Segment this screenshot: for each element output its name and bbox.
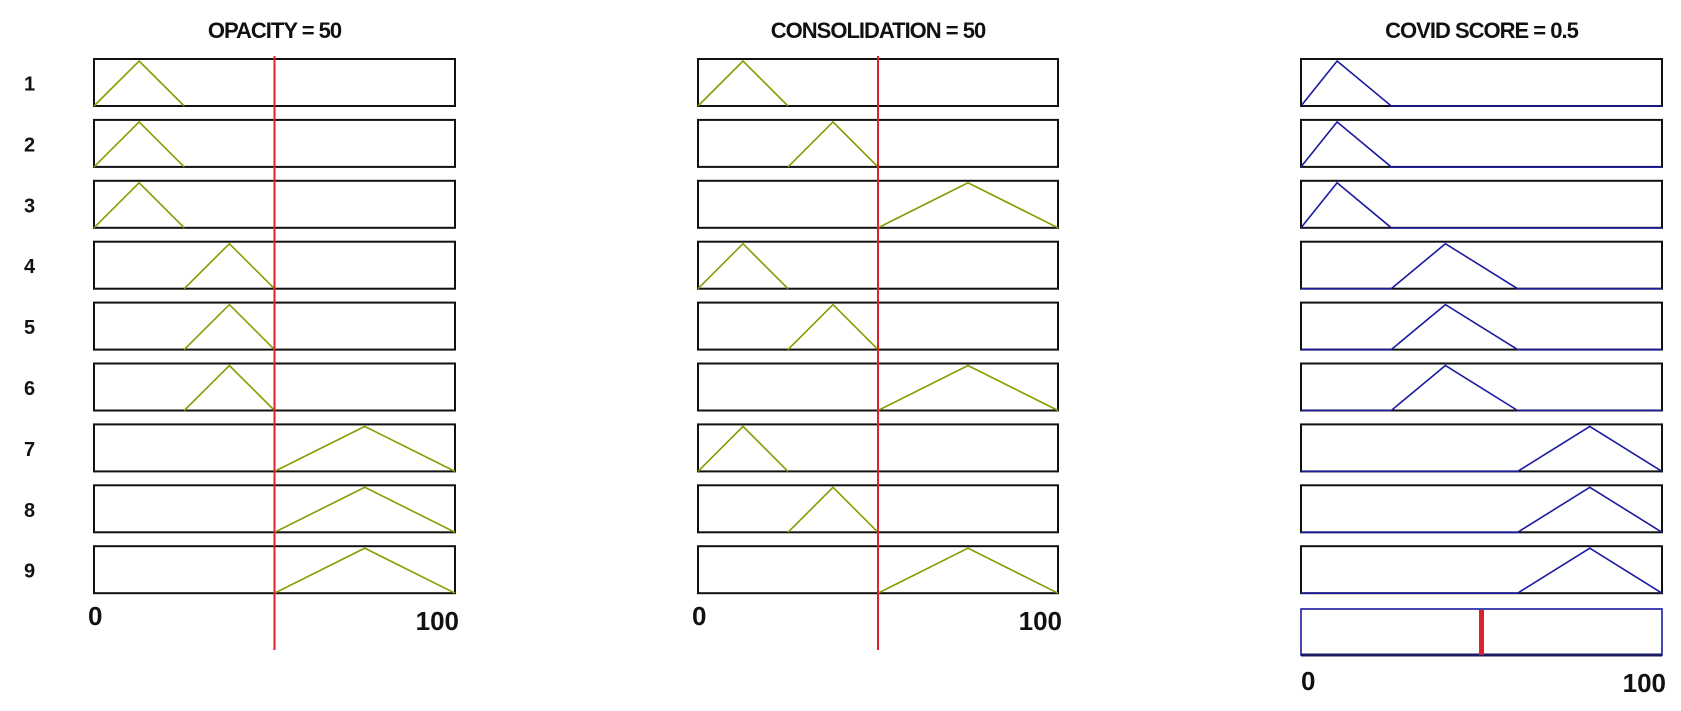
covid-score-membership-triangle: [1301, 364, 1662, 412]
consolidation-membership-triangle: [877, 181, 1059, 229]
consolidation-membership-triangle: [697, 425, 789, 472]
covid-score-axis-max: 100: [1623, 668, 1666, 698]
covid-score-rule-box: [1300, 423, 1663, 473]
consolidation-axis-min: 0: [692, 601, 706, 631]
opacity-membership-triangle: [183, 242, 276, 290]
covid-score-rule-box: [1300, 179, 1663, 229]
covid-score-rule-box: [1300, 545, 1663, 595]
rule-number-label: 7: [24, 439, 35, 461]
covid-score-membership-triangle: [1301, 425, 1663, 473]
opacity-membership-triangle: [93, 59, 185, 107]
covid-score-membership-triangle: [1301, 486, 1663, 534]
consolidation-membership-triangle: [877, 547, 1059, 594]
covid-score-rule-box: [1300, 240, 1663, 290]
opacity-axis-max: 100: [416, 606, 459, 636]
covid-score-membership-triangle: [1300, 59, 1662, 107]
covid-score-title: COVID SCORE = 0.5: [1385, 18, 1578, 43]
covid-score-rule-box: [1300, 118, 1663, 168]
covid-score-membership-triangle: [1300, 120, 1662, 168]
consolidation-membership-triangle: [697, 59, 789, 107]
opacity-title: OPACITY = 50: [208, 18, 342, 43]
covid-score-membership-triangle: [1300, 181, 1662, 229]
covid-score-rule-box: [1300, 58, 1663, 107]
rule-number-label: 9: [24, 561, 35, 583]
rule-number-label: 5: [24, 317, 35, 339]
covid-score-membership-triangle: [1301, 547, 1663, 595]
opacity-membership-triangle: [93, 120, 185, 168]
covid-score-membership-triangle: [1301, 242, 1662, 290]
opacity-axis-min: 0: [88, 601, 102, 631]
rule-number-label: 2: [24, 134, 35, 156]
covid-score-rule-box: [1300, 484, 1663, 534]
rule-number-label: 3: [24, 195, 35, 217]
opacity-membership-triangle: [183, 303, 276, 351]
opacity-membership-triangle: [274, 425, 456, 473]
rule-number-label: 6: [24, 378, 35, 400]
rule-number-label: 8: [24, 500, 35, 522]
rule-number-label: 4: [24, 256, 36, 278]
consolidation-title: CONSOLIDATION = 50: [771, 18, 986, 43]
opacity-membership-triangle: [183, 364, 276, 412]
opacity-membership-triangle: [274, 547, 456, 594]
opacity-membership-triangle: [93, 181, 185, 229]
consolidation-membership-triangle: [697, 242, 789, 290]
consolidation-membership-triangle: [877, 364, 1059, 412]
consolidation-axis-max: 100: [1019, 606, 1062, 636]
opacity-membership-triangle: [274, 486, 456, 534]
consolidation-membership-triangle: [787, 120, 879, 168]
covid-score-membership-triangle: [1301, 303, 1662, 351]
consolidation-membership-triangle: [787, 486, 879, 533]
covid-score-rule-box: [1300, 301, 1663, 351]
covid-score-rule-box: [1300, 362, 1663, 412]
rule-number-label: 1: [24, 74, 35, 96]
consolidation-membership-triangle: [787, 303, 879, 351]
covid-score-axis-min: 0: [1301, 666, 1315, 696]
